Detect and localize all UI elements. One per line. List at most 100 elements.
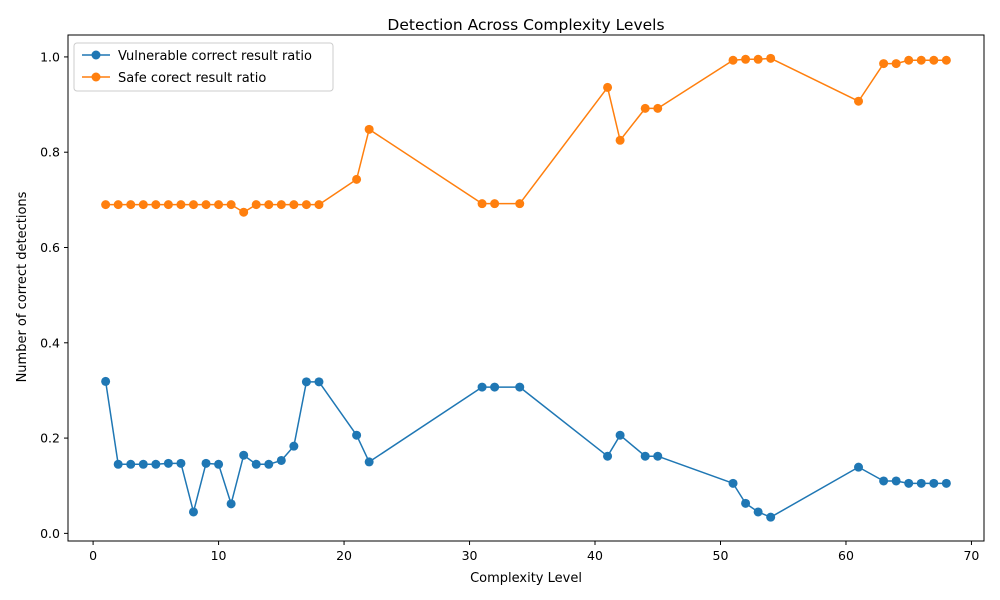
x-tick-label: 40 <box>587 548 603 563</box>
x-tick-label: 0 <box>89 548 97 563</box>
y-axis-label: Number of correct detections <box>15 191 30 382</box>
data-point-vulnerable <box>728 478 738 488</box>
legend: Vulnerable correct result ratio Safe cor… <box>73 42 334 92</box>
y-tick-label: 0.8 <box>40 145 60 160</box>
data-point-safe <box>289 200 299 210</box>
data-point-vulnerable <box>929 478 939 488</box>
x-tick-label: 10 <box>211 548 227 563</box>
data-point-safe <box>603 82 613 92</box>
y-tick-label: 0.0 <box>40 526 60 541</box>
y-tick-label: 0.2 <box>40 431 60 446</box>
data-point-safe <box>264 200 274 210</box>
data-point-safe <box>226 200 236 210</box>
data-point-vulnerable <box>314 377 324 387</box>
data-point-vulnerable <box>301 377 311 387</box>
data-point-safe <box>163 200 173 210</box>
data-point-vulnerable <box>264 459 274 469</box>
data-point-safe <box>314 200 324 210</box>
data-point-vulnerable <box>916 478 926 488</box>
data-point-vulnerable <box>276 455 286 465</box>
x-tick-label: 30 <box>462 548 478 563</box>
data-point-vulnerable <box>176 458 186 468</box>
data-point-vulnerable <box>352 430 362 440</box>
data-point-vulnerable <box>879 476 889 486</box>
data-point-safe <box>126 200 136 210</box>
data-point-safe <box>728 55 738 65</box>
data-point-safe <box>276 200 286 210</box>
data-point-vulnerable <box>289 441 299 451</box>
data-point-vulnerable <box>101 376 111 386</box>
data-point-safe <box>640 103 650 113</box>
data-point-safe <box>879 59 889 69</box>
data-point-safe <box>941 55 951 65</box>
data-point-vulnerable <box>113 459 123 469</box>
x-tick-label: 70 <box>963 548 979 563</box>
data-point-safe <box>138 200 148 210</box>
data-point-vulnerable <box>138 459 148 469</box>
data-point-vulnerable <box>490 382 500 392</box>
data-point-vulnerable <box>904 478 914 488</box>
y-tick-label: 0.6 <box>40 240 60 255</box>
data-point-safe <box>251 200 261 210</box>
data-point-vulnerable <box>126 459 136 469</box>
data-point-safe <box>301 200 311 210</box>
data-point-safe <box>188 200 198 210</box>
data-point-vulnerable <box>603 451 613 461</box>
chart-title: Detection Across Complexity Levels <box>387 16 664 34</box>
y-axis: 0.0 0.2 0.4 0.6 0.8 1.0 <box>40 49 68 541</box>
data-point-safe <box>176 200 186 210</box>
data-point-vulnerable <box>239 450 249 460</box>
data-point-safe <box>101 200 111 210</box>
data-point-vulnerable <box>477 382 487 392</box>
data-point-safe <box>929 55 939 65</box>
data-point-safe <box>490 199 500 209</box>
data-point-vulnerable <box>941 478 951 488</box>
legend-label-vulnerable: Vulnerable correct result ratio <box>118 49 312 64</box>
plot-frame <box>67 34 985 542</box>
data-point-safe <box>214 200 224 210</box>
data-point-vulnerable <box>640 451 650 461</box>
x-tick-label: 20 <box>336 548 352 563</box>
data-point-safe <box>615 135 625 145</box>
data-point-safe <box>201 200 211 210</box>
data-point-safe <box>854 96 864 106</box>
data-point-vulnerable <box>201 458 211 468</box>
data-point-vulnerable <box>364 457 374 467</box>
data-point-safe <box>364 124 374 134</box>
x-axis: 0 10 20 30 40 50 60 70 <box>89 541 979 563</box>
data-point-vulnerable <box>753 507 763 517</box>
plot-area <box>101 53 951 522</box>
legend-marker-safe <box>91 72 101 82</box>
legend-label-safe: Safe corect result ratio <box>118 71 266 86</box>
data-point-vulnerable <box>741 498 751 508</box>
data-point-vulnerable <box>214 459 224 469</box>
data-point-safe <box>239 207 249 217</box>
data-point-vulnerable <box>251 459 261 469</box>
legend-marker-vulnerable <box>91 50 101 60</box>
data-point-safe <box>753 54 763 64</box>
data-point-safe <box>151 200 161 210</box>
data-point-vulnerable <box>188 507 198 517</box>
series-line-vulnerable <box>104 381 947 518</box>
data-point-safe <box>653 103 663 113</box>
data-point-vulnerable <box>151 459 161 469</box>
y-tick-label: 0.4 <box>40 335 60 350</box>
data-point-safe <box>891 59 901 69</box>
data-point-vulnerable <box>653 451 663 461</box>
x-tick-label: 50 <box>713 548 729 563</box>
data-point-vulnerable <box>615 430 625 440</box>
data-point-vulnerable <box>766 512 776 522</box>
data-point-safe <box>766 53 776 63</box>
data-point-vulnerable <box>163 458 173 468</box>
data-point-safe <box>741 54 751 64</box>
data-point-safe <box>515 199 525 209</box>
data-point-safe <box>904 55 914 65</box>
data-point-vulnerable <box>854 462 864 472</box>
data-point-vulnerable <box>226 499 236 509</box>
data-point-safe <box>352 174 362 184</box>
y-tick-label: 1.0 <box>40 49 60 64</box>
data-point-vulnerable <box>891 476 901 486</box>
data-point-safe <box>477 199 487 209</box>
x-axis-label: Complexity Level <box>470 571 582 586</box>
